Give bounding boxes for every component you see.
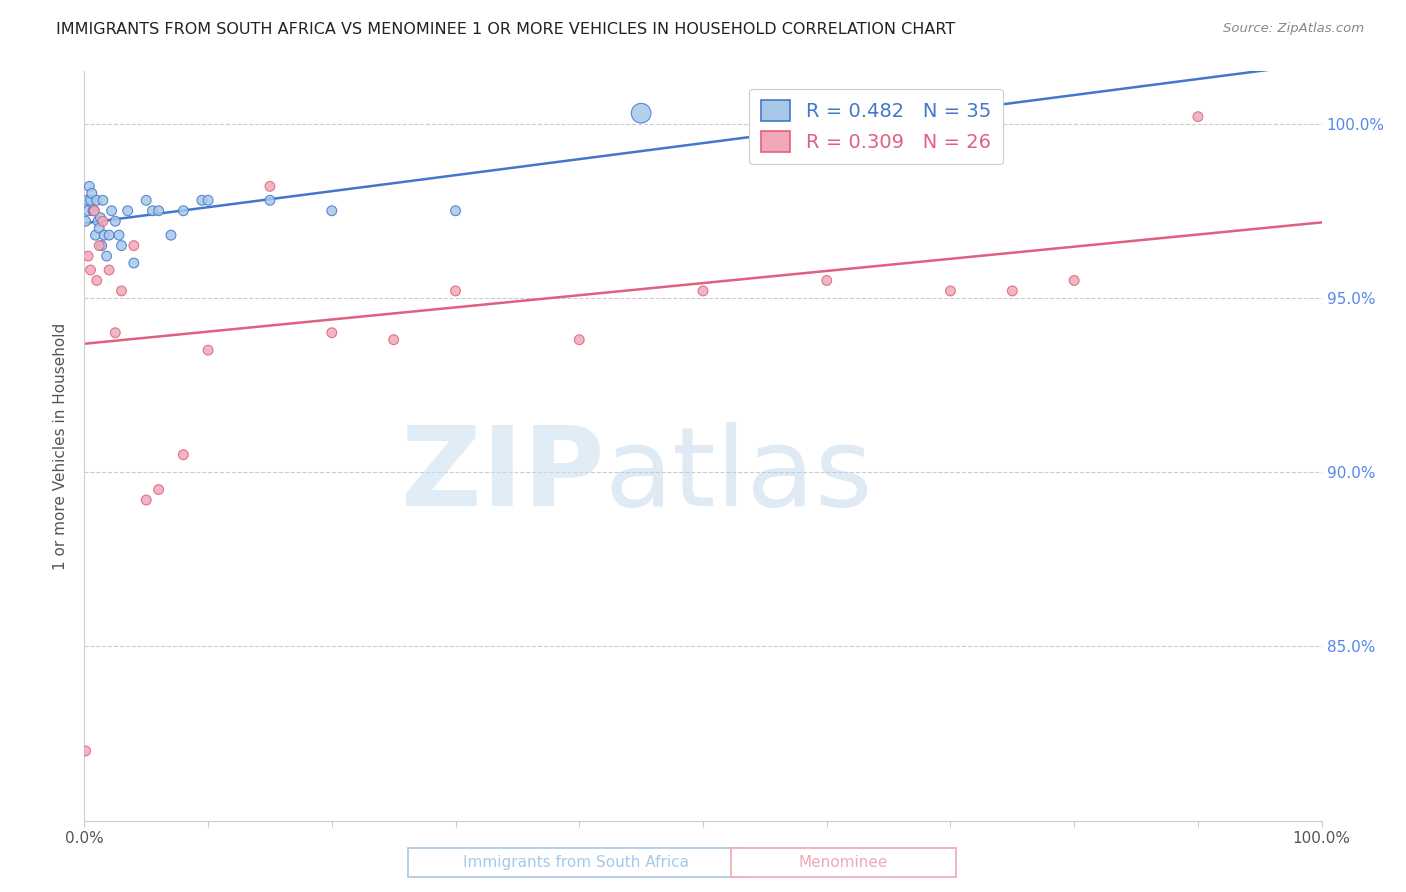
Point [122, 238, 145, 252]
Point [91, 194, 114, 208]
Point [86, 194, 108, 208]
Point [1187, 110, 1209, 124]
Point [135, 194, 157, 208]
Point [321, 326, 343, 340]
Point [79, 263, 101, 277]
Point [110, 238, 132, 252]
Text: atlas: atlas [605, 423, 873, 530]
Point [630, 106, 652, 120]
Point [104, 214, 127, 228]
Point [172, 203, 194, 218]
Point [160, 228, 183, 243]
Point [83, 203, 105, 218]
Point [77, 203, 100, 218]
Point [75, 744, 97, 758]
Point [191, 194, 214, 208]
Point [815, 273, 838, 287]
Point [91, 214, 114, 228]
Point [382, 333, 405, 347]
Point [96, 249, 118, 263]
Y-axis label: 1 or more Vehicles in Household: 1 or more Vehicles in Household [53, 322, 69, 570]
Text: Source: ZipAtlas.com: Source: ZipAtlas.com [1223, 22, 1364, 36]
Point [172, 448, 194, 462]
Point [692, 284, 714, 298]
Point [110, 284, 132, 298]
Point [259, 179, 281, 194]
Point [86, 273, 108, 287]
Point [89, 211, 111, 225]
Point [84, 228, 107, 243]
Point [80, 186, 103, 201]
Point [89, 221, 111, 235]
Point [444, 284, 467, 298]
Point [82, 203, 104, 218]
Point [104, 326, 127, 340]
Point [321, 203, 343, 218]
Point [79, 194, 101, 208]
Point [93, 228, 115, 243]
Point [148, 203, 170, 218]
Point [259, 194, 281, 208]
Point [122, 256, 145, 270]
Text: Immigrants from South Africa: Immigrants from South Africa [464, 855, 689, 870]
Point [100, 203, 122, 218]
Point [77, 249, 100, 263]
Point [939, 284, 962, 298]
Text: ZIP: ZIP [401, 423, 605, 530]
Point [108, 228, 131, 243]
Point [76, 194, 98, 208]
Point [90, 238, 112, 252]
Point [1063, 273, 1085, 287]
Point [117, 203, 139, 218]
Point [197, 194, 219, 208]
Text: Menominee: Menominee [799, 855, 889, 870]
Text: IMMIGRANTS FROM SOUTH AFRICA VS MENOMINEE 1 OR MORE VEHICLES IN HOUSEHOLD CORREL: IMMIGRANTS FROM SOUTH AFRICA VS MENOMINE… [56, 22, 956, 37]
Point [141, 203, 163, 218]
Point [89, 238, 111, 252]
Point [568, 333, 591, 347]
Legend: R = 0.482   N = 35, R = 0.309   N = 26: R = 0.482 N = 35, R = 0.309 N = 26 [749, 88, 1002, 164]
Point [87, 214, 110, 228]
Point [83, 203, 105, 218]
Point [148, 483, 170, 497]
Point [135, 493, 157, 508]
Point [197, 343, 219, 358]
Point [1001, 284, 1024, 298]
Point [79, 179, 101, 194]
Point [98, 228, 121, 243]
Point [444, 203, 467, 218]
Point [98, 263, 121, 277]
Point [75, 214, 97, 228]
